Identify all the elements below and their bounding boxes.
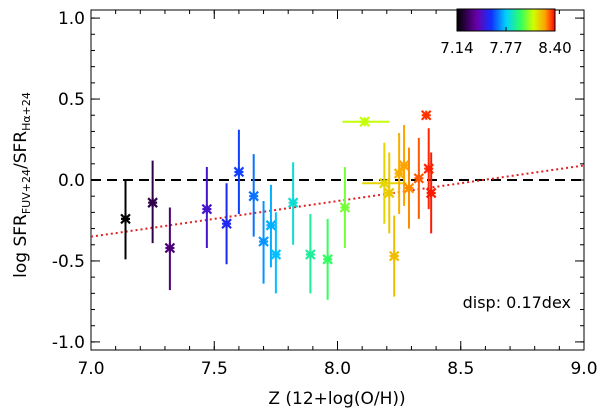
data-point: [322, 218, 333, 300]
data-point: [201, 167, 213, 248]
data-point: [258, 201, 269, 284]
point-marker: [248, 190, 259, 202]
colorbar-tick-label: 7.77: [489, 39, 522, 57]
data-point: [164, 207, 176, 291]
y-label-prefix: log SFR: [11, 214, 31, 278]
colorbar: 7.14 7.77 8.40: [440, 8, 572, 57]
data-point: [383, 152, 395, 234]
x-tick-label: 9.0: [570, 359, 597, 379]
data-point: [398, 124, 410, 206]
y-tick-label: -0.5: [52, 252, 85, 272]
data-point: [425, 152, 437, 234]
data-point: [339, 167, 351, 248]
x-tick-label: 8.0: [324, 359, 351, 379]
data-point: [147, 160, 158, 244]
y-tick-label: -1.0: [52, 333, 85, 353]
data-point: [393, 133, 405, 214]
data-point: [413, 137, 425, 219]
data-points: [120, 109, 437, 300]
point-marker: [359, 116, 370, 127]
colorbar-tick-label: 8.40: [538, 39, 571, 57]
x-axis-label: Z (12+log(O/H)): [268, 389, 405, 409]
point-marker: [398, 160, 410, 171]
x-tick-label: 8.5: [447, 359, 474, 379]
point-marker: [379, 177, 390, 189]
data-point: [342, 116, 390, 127]
y-tick-label: 0.5: [58, 90, 85, 110]
point-marker: [305, 249, 316, 260]
data-point: [420, 109, 432, 121]
point-marker: [258, 236, 269, 247]
data-point: [270, 212, 282, 294]
point-marker: [221, 218, 232, 229]
y-label-denominator-subscript: Hα+24: [20, 92, 33, 131]
point-marker: [201, 203, 213, 215]
point-marker: [164, 242, 176, 254]
point-marker: [413, 173, 425, 184]
y-label-separator: /SFR: [11, 131, 31, 169]
y-axis-label: log SFRFUV+24/SFRHα+24: [11, 92, 33, 278]
point-marker: [420, 109, 432, 121]
point-marker: [287, 197, 299, 208]
data-point: [305, 214, 316, 294]
fit-trend-line: [91, 164, 584, 238]
data-point: [248, 154, 259, 237]
y-label-numerator-subscript: FUV+24: [20, 169, 33, 214]
x-tick-label: 7.5: [201, 359, 228, 379]
y-tick-label: 0.0: [58, 171, 85, 191]
dispersion-annotation: disp: 0.17dex: [463, 293, 571, 312]
point-marker: [270, 249, 282, 260]
point-marker: [339, 202, 351, 213]
point-marker: [147, 197, 158, 208]
point-marker: [233, 166, 245, 178]
point-marker: [403, 182, 415, 194]
point-marker: [388, 250, 400, 262]
point-marker: [120, 213, 131, 225]
data-point: [388, 215, 400, 297]
colorbar-ticks: 7.14 7.77 8.40: [440, 27, 572, 57]
point-marker: [322, 254, 333, 265]
point-marker: [425, 187, 437, 199]
colorbar-tick-label: 7.14: [440, 39, 473, 57]
point-marker: [393, 168, 405, 179]
data-point: [233, 129, 245, 214]
data-point: [287, 162, 299, 245]
data-point: [265, 184, 277, 268]
y-tick-label: 1.0: [58, 9, 85, 29]
point-marker: [383, 187, 395, 199]
y-axis-ticks: -1.0 -0.5 0.0 0.5 1.0: [52, 9, 584, 353]
point-marker: [265, 220, 277, 231]
data-point: [403, 147, 415, 229]
data-point: [221, 183, 232, 265]
x-axis-ticks: 7.0 7.5 8.0 8.5 9.0: [77, 10, 598, 379]
data-point: [120, 180, 131, 260]
x-tick-label: 7.0: [77, 359, 104, 379]
